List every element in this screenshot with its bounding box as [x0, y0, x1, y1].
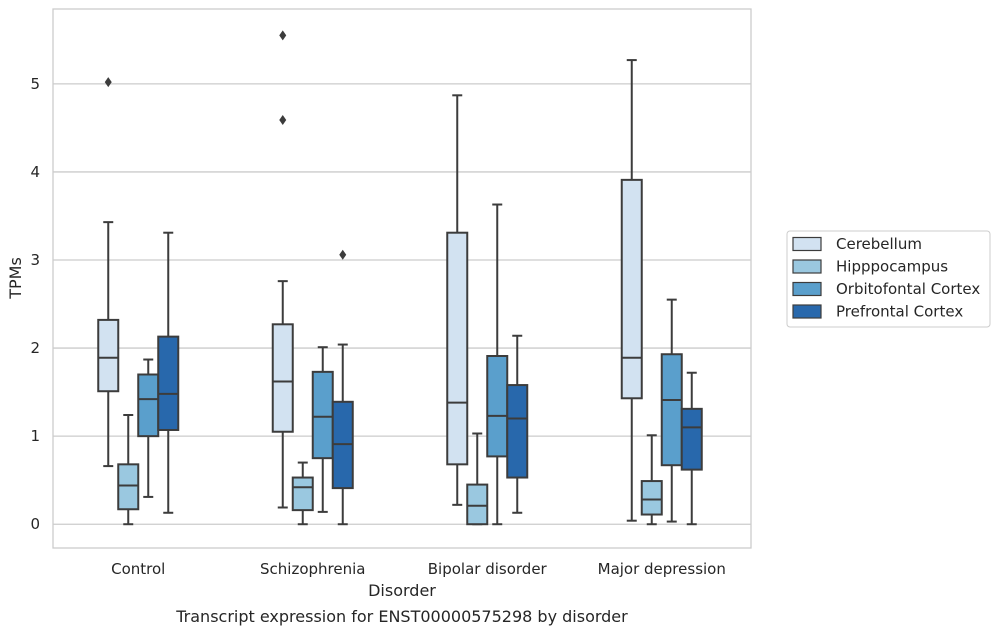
legend-swatch	[792, 236, 822, 252]
box-iqr	[117, 463, 140, 511]
y-tick-label: 1	[30, 427, 40, 445]
box-3-1	[640, 434, 663, 526]
x-tick-labels: Control Schizophrenia Bipolar disorder Majo…	[111, 560, 726, 578]
box-iqr	[466, 483, 489, 526]
x-tick-label: Schizophrenia	[260, 560, 365, 578]
box-iqr	[446, 231, 469, 466]
box-iqr	[97, 318, 120, 393]
box-iqr	[640, 480, 663, 516]
box-iqr	[506, 384, 529, 479]
outlier-point	[279, 30, 287, 41]
y-tick-label: 3	[30, 251, 40, 269]
legend-label: Cerebellum	[836, 235, 922, 253]
box-1-3	[331, 249, 354, 526]
box-iqr	[620, 178, 643, 400]
y-axis-label: TPMs	[6, 257, 25, 300]
x-axis-label: Disorder	[368, 581, 436, 600]
legend-label: Prefrontal Cortex	[836, 303, 963, 321]
box-0-0	[97, 77, 120, 468]
legend-swatch	[792, 281, 822, 297]
chart-caption: Transcript expression for ENST0000057529…	[175, 607, 628, 626]
box-iqr	[291, 476, 314, 512]
box-0-2	[137, 358, 160, 498]
x-tick-label: Control	[111, 560, 165, 578]
legend-label: Hipppocampus	[836, 258, 948, 276]
legend: Cerebellum Hipppocampus Orbitofontal Corte…	[786, 230, 991, 328]
legend-swatch	[792, 259, 822, 274]
y-tick-label: 5	[30, 75, 40, 93]
box-iqr	[157, 335, 180, 431]
box-1-1	[291, 461, 314, 526]
legend-frame	[786, 230, 991, 328]
y-tick-label: 0	[30, 515, 40, 533]
boxes	[97, 30, 703, 526]
box-2-3	[506, 334, 529, 514]
box-iqr	[137, 373, 160, 438]
y-tick-label: 4	[30, 163, 40, 181]
y-tick-labels: 0 1 2 3 4 5	[30, 75, 40, 533]
box-0-1	[117, 414, 140, 526]
box-1-0	[271, 30, 294, 509]
box-2-0	[446, 94, 469, 506]
box-iqr	[680, 407, 703, 471]
box-3-3	[680, 371, 703, 526]
plot-area	[52, 8, 752, 549]
box-iqr	[271, 323, 294, 433]
x-tick-label: Bipolar disorder	[428, 560, 548, 578]
box-0-3	[157, 231, 180, 514]
box-iqr	[660, 353, 683, 467]
box-iqr	[486, 355, 509, 458]
outlier-point	[339, 249, 347, 260]
outlier-point	[279, 114, 287, 125]
legend-swatch	[792, 304, 822, 319]
box-2-1	[466, 432, 489, 526]
y-tick-label: 2	[30, 339, 40, 357]
outlier-point	[104, 77, 112, 88]
box-3-0	[620, 59, 643, 522]
x-tick-label: Major depression	[598, 560, 726, 578]
legend-label: Orbitofontal Cortex	[836, 280, 980, 298]
box-iqr	[311, 370, 334, 460]
